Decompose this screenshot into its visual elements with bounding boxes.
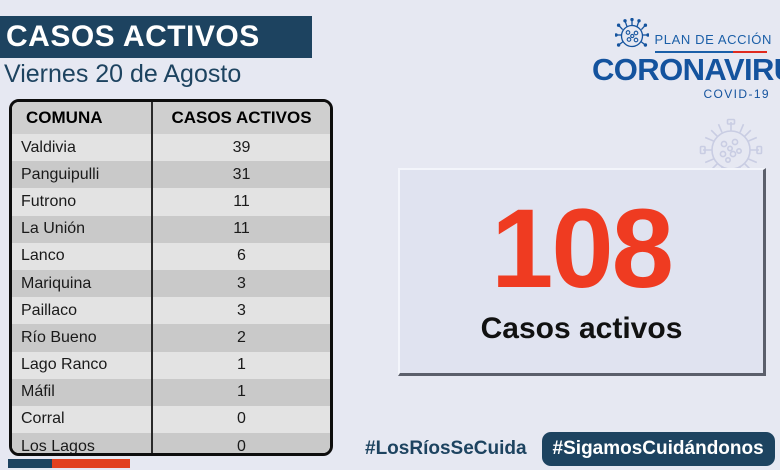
table-row: Paillaco 3 [12, 297, 330, 325]
cell-comuna: Futrono [21, 192, 77, 210]
cell-casos: 3 [151, 297, 330, 325]
coronavirus-logo: PLAN DE ACCIÓN CORONAVIRUS COVID-19 [592, 17, 780, 101]
logo-top-row: PLAN DE ACCIÓN [592, 17, 772, 53]
coronavirus-watermark-icon [697, 116, 765, 189]
hashtag-sigamoscuidandonos-box: #SigamosCuidándonos [541, 432, 775, 466]
cell-comuna: La Unión [21, 220, 86, 238]
logo-underline-blue [654, 51, 733, 53]
logo-plan-text: PLAN DE ACCIÓN [654, 32, 772, 47]
column-header-comuna: COMUNA [26, 108, 103, 127]
table-row: Panguipulli 31 [12, 161, 330, 189]
report-date: Viernes 20 de Agosto [4, 60, 242, 88]
total-cases-number: 108 [491, 185, 674, 311]
table-row: Lago Ranco 1 [12, 351, 330, 379]
cell-casos: 1 [151, 378, 330, 406]
cell-casos: 11 [151, 188, 330, 216]
column-header-casos: CASOS ACTIVOS [151, 102, 330, 134]
cell-comuna: Lanco [21, 247, 65, 265]
cell-comuna: Valdivia [21, 138, 76, 156]
cell-comuna: Los Lagos [21, 437, 95, 455]
logo-main-text: CORONAVIRUS [592, 52, 780, 87]
hashtag-losriossecuida: #LosRíosSeCuida [365, 438, 527, 459]
cell-casos: 3 [151, 269, 330, 298]
cell-casos: 31 [151, 161, 330, 189]
table-row: Río Bueno 2 [12, 324, 330, 352]
coronavirus-icon [613, 17, 650, 53]
table-row: La Unión 11 [12, 215, 330, 243]
cell-casos: 6 [151, 242, 330, 270]
logo-covid-text: COVID-19 [703, 86, 770, 101]
cell-comuna: Río Bueno [21, 328, 97, 346]
table-row: Valdivia 39 [12, 134, 330, 162]
table-body: Valdivia 39 Panguipulli 31 Futrono 11 La Unión… [12, 134, 330, 455]
cell-comuna: Máfil [21, 383, 55, 401]
table-header-row: COMUNA CASOS ACTIVOS [12, 102, 330, 134]
left-column: CASOS ACTIVOS Viernes 20 de Agosto COMUN… [0, 0, 345, 470]
cell-casos: 1 [151, 351, 330, 379]
table-row: Los Lagos 0 [12, 433, 330, 455]
table-row: Corral 0 [12, 405, 330, 434]
page-title-banner: CASOS ACTIVOS [0, 16, 312, 58]
cases-table: COMUNA CASOS ACTIVOS Valdivia 39 Panguipul… [9, 99, 333, 456]
logo-plan-wrap: PLAN DE ACCIÓN [654, 31, 772, 53]
cell-comuna: Mariquina [21, 274, 92, 292]
logo-underline-red [732, 51, 767, 53]
flag-red-segment [52, 459, 130, 468]
cell-casos: 39 [151, 134, 330, 162]
total-cases-panel: 108 Casos activos [398, 168, 766, 376]
logo-underline [654, 51, 767, 53]
total-cases-label: Casos activos [480, 312, 683, 346]
table-row: Futrono 11 [12, 188, 330, 216]
cell-comuna: Paillaco [21, 301, 78, 319]
table-row: Lanco 6 [12, 242, 330, 270]
cell-casos: 11 [151, 215, 330, 243]
flag-strip [8, 459, 130, 468]
cell-casos: 0 [151, 433, 330, 453]
cell-comuna: Corral [21, 410, 65, 428]
cell-comuna: Lago Ranco [21, 356, 108, 374]
page-title: CASOS ACTIVOS [6, 20, 260, 53]
flag-navy-segment [8, 459, 52, 468]
table-row: Máfil 1 [12, 378, 330, 406]
cell-casos: 0 [151, 405, 330, 434]
hashtag-row: #LosRíosSeCuida #SigamosCuidándonos [365, 432, 780, 466]
cell-comuna: Panguipulli [21, 165, 100, 183]
cell-casos: 2 [151, 324, 330, 352]
table-row: Mariquina 3 [12, 269, 330, 298]
hashtag-sigamoscuidandonos: #SigamosCuidándonos [552, 438, 764, 459]
